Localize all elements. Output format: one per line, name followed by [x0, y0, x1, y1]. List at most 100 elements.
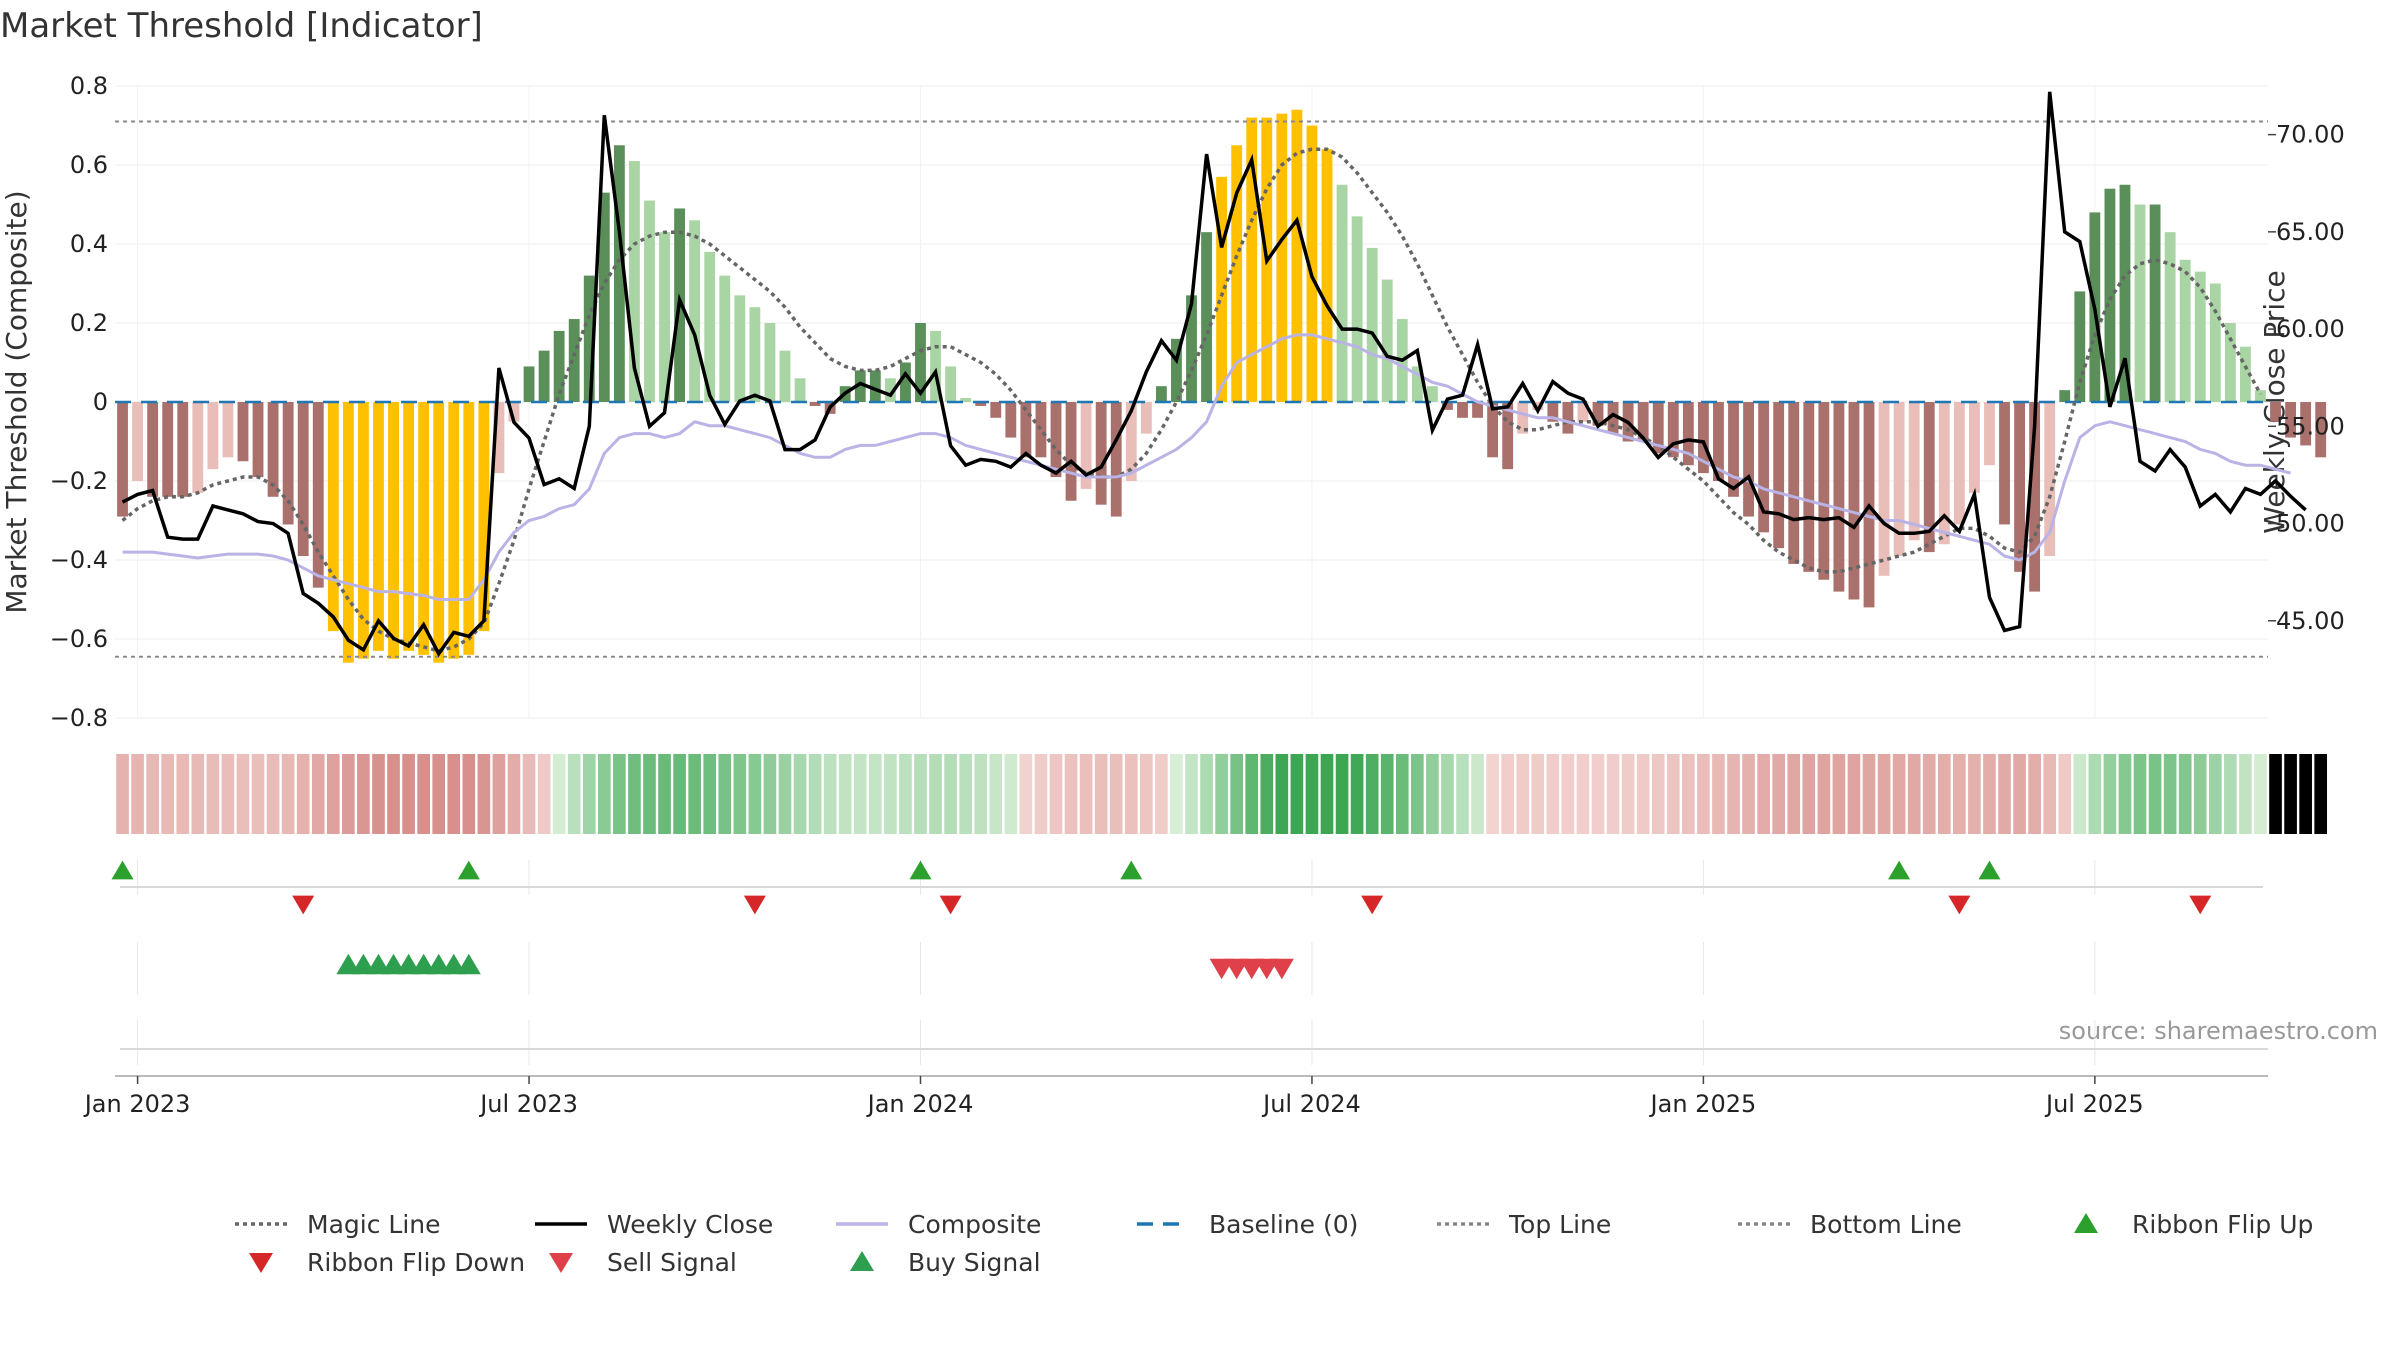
- composite-bar: [282, 402, 294, 525]
- composite-bar: [267, 402, 279, 497]
- ribbon-cell: [1561, 754, 1575, 834]
- x-tick-label: Jan 2023: [83, 1090, 191, 1118]
- ribbon-cell: [1727, 754, 1740, 834]
- composite-bar: [1080, 402, 1092, 489]
- legend-label: Bottom Line: [1810, 1210, 1962, 1239]
- composite-bar: [1502, 402, 1514, 470]
- composite-bar: [2300, 402, 2312, 446]
- ribbon-cell: [567, 754, 581, 834]
- composite-bar: [1773, 402, 1785, 549]
- composite-bar: [1667, 402, 1679, 458]
- composite-bar: [1517, 402, 1529, 434]
- composite-bar: [1125, 402, 1137, 481]
- x-tick-label: Jan 2024: [866, 1090, 974, 1118]
- series-lines: [115, 91, 2307, 658]
- ribbon-cell: [1651, 754, 1665, 834]
- composite-bar: [1893, 402, 1905, 557]
- composite-bar: [1682, 402, 1694, 466]
- composite-bar: [1562, 402, 1574, 434]
- ribbon-cell: [718, 754, 732, 834]
- ribbon-cell: [1682, 754, 1695, 834]
- composite-bar: [854, 370, 866, 402]
- composite-bar: [553, 330, 565, 402]
- legend-swatch: [249, 1253, 273, 1273]
- composite-bar: [388, 402, 399, 659]
- composite-bar: [930, 330, 941, 402]
- composite-bar: [704, 251, 716, 402]
- ribbon-cell: [597, 754, 611, 834]
- composite-bar: [538, 350, 550, 402]
- composite-bar: [1155, 386, 1167, 402]
- composite-bar: [809, 402, 821, 406]
- composite-bar: [1005, 402, 1017, 438]
- composite-bar: [613, 145, 625, 402]
- y2-tick-label: 60.00: [2276, 315, 2345, 343]
- composite-bar: [2255, 390, 2266, 402]
- composite-bar: [2194, 271, 2206, 402]
- composite-bar: [312, 402, 324, 588]
- ribbon-cell: [703, 754, 717, 834]
- ribbon-cell: [2299, 754, 2312, 834]
- ribbon-cell: [1998, 754, 2011, 834]
- composite-bar: [644, 200, 655, 402]
- composite-line: [122, 333, 2291, 601]
- composite-bar: [2104, 188, 2116, 402]
- ribbon-cell: [1034, 754, 1048, 834]
- ribbon-cell: [1365, 754, 1379, 834]
- composite-bar: [1457, 402, 1468, 418]
- ribbon-flip-up-marker: [457, 860, 480, 880]
- y-tick-label: 0.8: [70, 72, 108, 100]
- y2-tick-label: 50.00: [2276, 510, 2345, 538]
- ribbon-cell: [1275, 754, 1289, 834]
- legend-item: Ribbon Flip Up: [2074, 1210, 2313, 1239]
- composite-bar: [448, 402, 460, 659]
- composite-bar: [373, 402, 384, 651]
- ribbon-cell: [1877, 754, 1891, 834]
- composite-bar: [1110, 402, 1122, 517]
- ribbon-cell: [492, 754, 506, 834]
- ribbon-cell: [131, 754, 144, 834]
- ribbon-cell: [748, 754, 762, 834]
- ribbon-cell: [1200, 754, 1213, 834]
- ribbon-cell: [2058, 754, 2072, 834]
- ribbon-cell: [733, 754, 747, 834]
- composite-bar: [1743, 402, 1754, 517]
- composite-bar: [1607, 402, 1619, 434]
- legend-item: Sell Signal: [549, 1248, 737, 1277]
- composite-bar: [764, 323, 776, 402]
- composite-bar: [1547, 402, 1559, 422]
- ribbon-cell: [387, 754, 400, 834]
- composite-bar: [1487, 402, 1499, 458]
- composite-bar: [2059, 390, 2071, 402]
- composite-bar: [884, 378, 896, 402]
- ribbon-cell: [2133, 754, 2147, 834]
- ribbon-flip-up-marker: [1888, 860, 1911, 880]
- magic-line: [121, 147, 2263, 653]
- composite-bar: [2074, 291, 2086, 402]
- composite-bar: [719, 275, 731, 402]
- ribbon-cell: [944, 754, 957, 834]
- ribbon-cell: [1862, 754, 1876, 834]
- ribbon-cell: [2269, 754, 2282, 834]
- ribbon-cell: [1892, 754, 1906, 834]
- composite-bar: [2239, 346, 2251, 402]
- ribbon-cell: [1004, 754, 1018, 834]
- ribbon-flip-down-marker: [292, 895, 315, 915]
- ribbon-cell: [929, 754, 942, 834]
- ribbon-cell: [643, 754, 656, 834]
- ribbon-cell: [1380, 754, 1394, 834]
- composite-bar: [463, 402, 475, 655]
- ribbon-cell: [763, 754, 777, 834]
- x-tick-label: Jan 2025: [1649, 1090, 1757, 1118]
- y2-tick-label: 65.00: [2276, 218, 2345, 246]
- ribbon-cell: [959, 754, 972, 834]
- ribbon-cell: [853, 754, 867, 834]
- signal-markers: [111, 860, 2268, 1050]
- ribbon-cell: [2118, 754, 2132, 834]
- buy-signal-marker: [441, 953, 466, 975]
- composite-bars: [117, 109, 2327, 663]
- ribbon-cell: [838, 754, 852, 834]
- composite-bar: [749, 307, 761, 402]
